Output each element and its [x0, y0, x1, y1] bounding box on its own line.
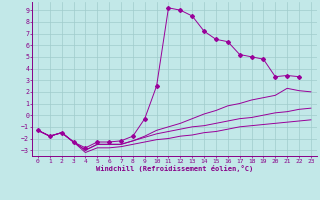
X-axis label: Windchill (Refroidissement éolien,°C): Windchill (Refroidissement éolien,°C)	[96, 165, 253, 172]
